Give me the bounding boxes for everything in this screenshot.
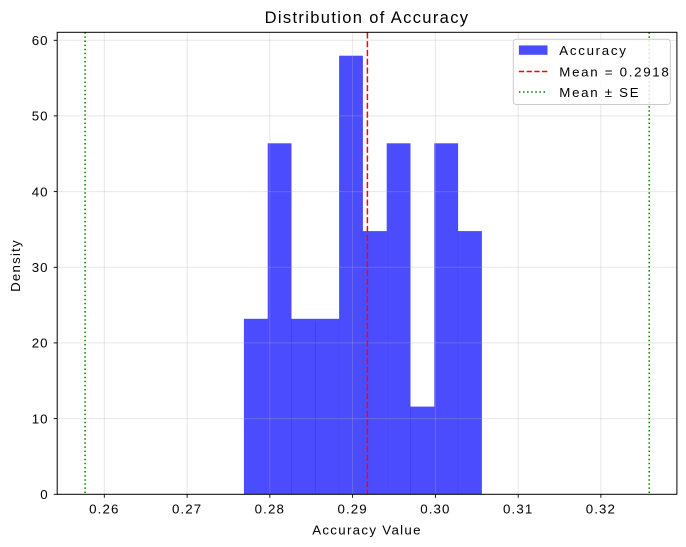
svg-text:20: 20 (32, 336, 49, 351)
svg-text:0.32: 0.32 (586, 502, 616, 517)
svg-text:0: 0 (40, 487, 49, 502)
svg-text:10: 10 (32, 411, 49, 426)
svg-text:40: 40 (32, 184, 49, 199)
svg-text:0.30: 0.30 (420, 502, 450, 517)
svg-text:Accuracy Value: Accuracy Value (312, 522, 422, 537)
svg-text:0.28: 0.28 (255, 502, 285, 517)
svg-text:Density: Density (8, 239, 23, 292)
svg-text:Accuracy: Accuracy (559, 43, 627, 58)
svg-text:0.29: 0.29 (337, 502, 367, 517)
svg-text:Mean = 0.2918: Mean = 0.2918 (559, 64, 670, 79)
svg-text:0.26: 0.26 (89, 502, 119, 517)
svg-text:60: 60 (32, 33, 49, 48)
svg-text:Distribution of Accuracy: Distribution of Accuracy (265, 9, 470, 27)
svg-text:0.27: 0.27 (172, 502, 202, 517)
svg-text:0.31: 0.31 (503, 502, 533, 517)
svg-text:30: 30 (32, 260, 49, 275)
svg-text:50: 50 (32, 109, 49, 124)
svg-text:Mean ± SE: Mean ± SE (559, 85, 640, 100)
